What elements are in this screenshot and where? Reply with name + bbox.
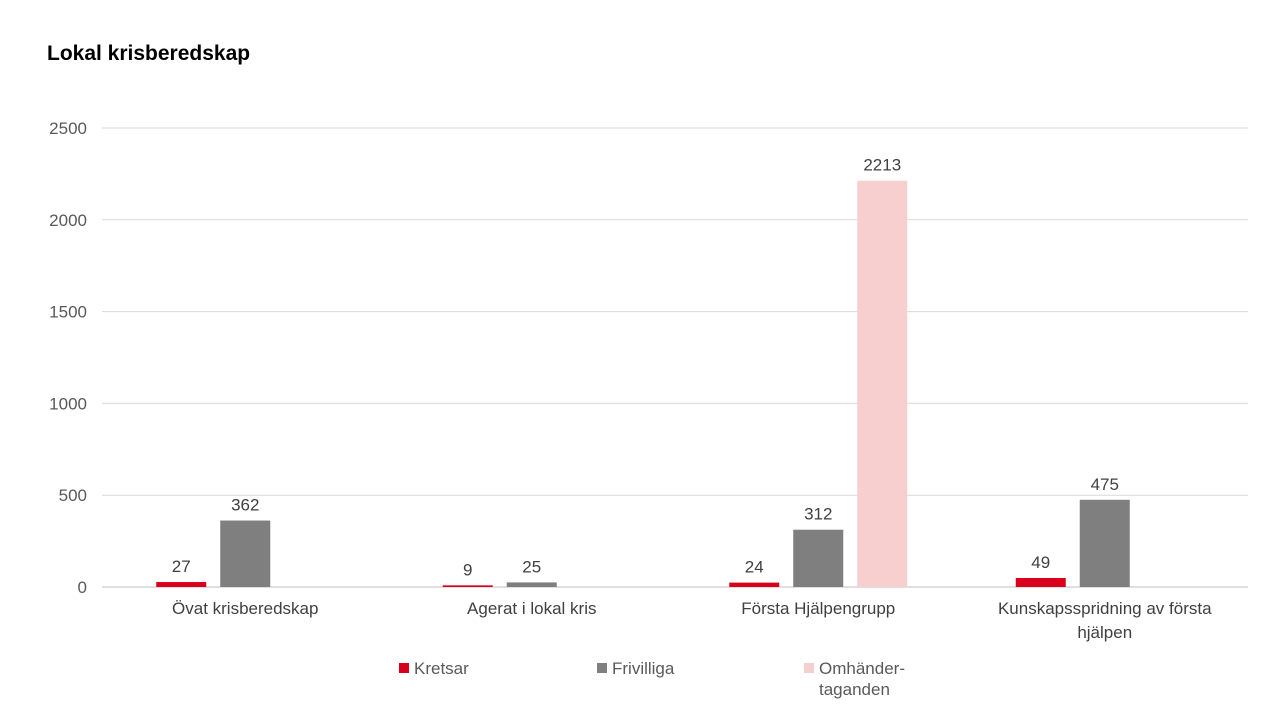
category-label: Övat krisberedskap <box>172 599 318 618</box>
data-labels: 27 362 9 25 24 312 2213 49 475 <box>172 156 1119 580</box>
bar-frivilliga <box>220 520 271 587</box>
bar-omhänder-taganden <box>857 180 908 587</box>
legend-swatch <box>597 663 607 673</box>
bar-kretsar <box>1015 578 1066 587</box>
data-label: 27 <box>172 557 191 576</box>
category-label: Kunskapsspridning av första <box>998 599 1212 618</box>
bar-frivilliga <box>506 582 557 587</box>
legend-item: Frivilliga <box>597 658 712 679</box>
legend-item: Kretsar <box>399 658 514 679</box>
y-tick-label: 1000 <box>49 394 87 413</box>
bar-frivilliga <box>1079 499 1130 587</box>
bars <box>156 180 1130 587</box>
data-label: 24 <box>745 558 764 577</box>
bar-kretsar <box>729 582 780 587</box>
category-label: Agerat i lokal kris <box>467 599 596 618</box>
y-tick-label: 2000 <box>49 211 87 230</box>
bar-kretsar <box>156 582 207 587</box>
y-tick-label: 2500 <box>49 119 87 138</box>
y-tick-label: 1500 <box>49 303 87 322</box>
legend-label-line: Omhänder- <box>819 659 905 678</box>
data-label: 475 <box>1091 475 1119 494</box>
legend-swatch <box>804 663 814 673</box>
chart-title: Lokal krisberedskap <box>47 42 251 65</box>
data-label: 49 <box>1031 553 1050 572</box>
y-tick-label: 500 <box>59 486 87 505</box>
data-label: 362 <box>231 496 259 515</box>
category-label: Första Hjälpengrupp <box>741 599 895 618</box>
legend-label-line: taganden <box>819 680 890 699</box>
bar-frivilliga <box>793 529 844 587</box>
gridlines <box>102 127 1248 588</box>
legend-label: Omhänder-taganden <box>819 658 919 700</box>
legend-label: Kretsar <box>414 659 469 678</box>
data-label: 9 <box>463 560 472 579</box>
y-axis-ticks: 0 500 1000 1500 2000 2500 <box>49 119 87 597</box>
legend-label: Frivilliga <box>612 659 675 678</box>
data-label: 2213 <box>863 156 901 175</box>
category-label: hjälpen <box>1077 623 1132 642</box>
bar-kretsar <box>442 585 493 587</box>
data-label: 312 <box>804 505 832 524</box>
y-tick-label: 0 <box>78 578 87 597</box>
data-label: 25 <box>522 557 541 576</box>
legend: Kretsar Frivilliga Omhänder-taganden <box>0 658 1280 708</box>
category-labels: Övat krisberedskap Agerat i lokal kris För… <box>172 599 1212 642</box>
legend-swatch <box>399 663 409 673</box>
legend-item: Omhänder-taganden <box>804 658 919 700</box>
